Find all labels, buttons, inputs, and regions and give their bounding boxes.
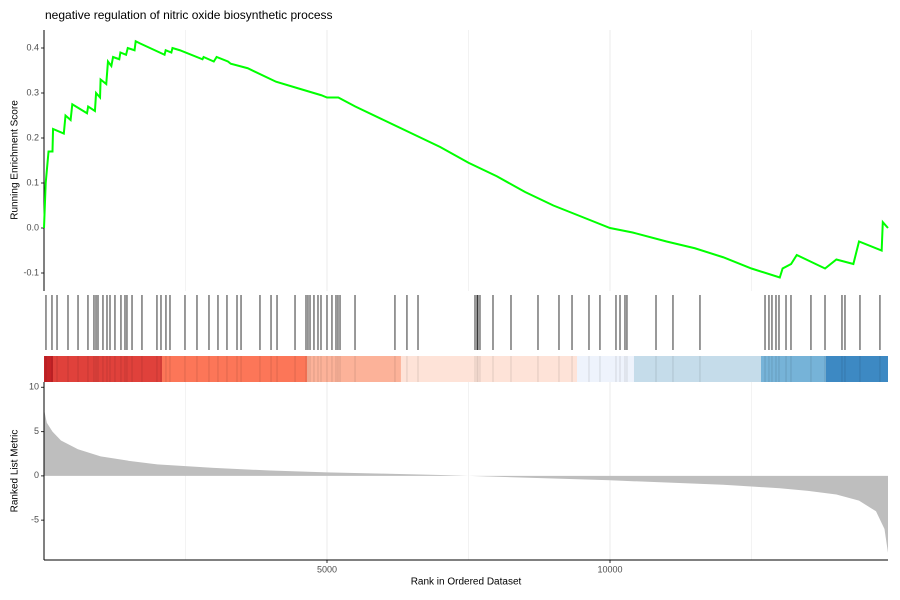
- rank-band: [52, 356, 163, 382]
- chart-title: negative regulation of nitric oxide bios…: [45, 8, 333, 22]
- y-tick-label: 5: [34, 426, 39, 436]
- y-tick-label: 0.4: [26, 42, 39, 52]
- x-tick-label: 10000: [597, 564, 622, 574]
- rank-band: [760, 356, 826, 382]
- y-tick-label: -5: [31, 515, 39, 525]
- metric-area: [44, 409, 888, 553]
- y-tick-label: 0.1: [26, 177, 39, 187]
- y-axis-label: Ranked List Metric: [10, 430, 21, 513]
- rank-band: [633, 356, 761, 382]
- y-tick-label: 0.2: [26, 132, 39, 142]
- rank-band: [162, 356, 308, 382]
- y-axis-label: Running Enrichment Score: [10, 100, 21, 220]
- y-tick-label: 0.3: [26, 87, 39, 97]
- rank-band: [576, 356, 634, 382]
- y-tick-label: 0.0: [26, 222, 39, 232]
- rank-band: [44, 356, 53, 382]
- rank-band: [825, 356, 888, 382]
- y-tick-label: -0.1: [23, 267, 39, 277]
- y-tick-label: 10: [29, 382, 39, 392]
- x-tick-label: 5000: [317, 564, 337, 574]
- score-line: [43, 39, 889, 279]
- rank-band: [307, 356, 401, 382]
- y-tick-label: 0: [34, 470, 39, 480]
- rank-band: [400, 356, 577, 382]
- x-axis-label: Rank in Ordered Dataset: [411, 577, 522, 588]
